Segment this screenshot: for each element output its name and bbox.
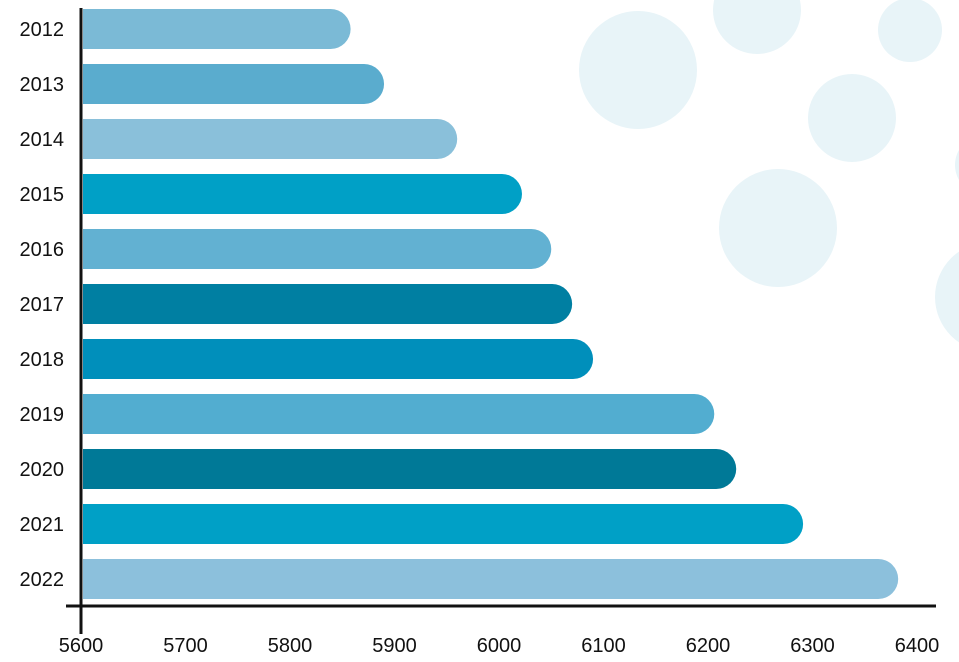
x-tick-label: 5700 (163, 635, 208, 657)
bar-2015 (83, 174, 522, 214)
y-tick-label: 2017 (20, 294, 65, 316)
background-circle (713, 0, 801, 54)
x-tick-label: 6400 (895, 635, 940, 657)
y-tick-label: 2016 (20, 239, 65, 261)
bar-2020 (83, 449, 737, 489)
bar-2018 (83, 339, 594, 379)
y-axis-tick-labels: 2012 2013 2014 2015 2016 2017 2018 2019 2020 2021… (20, 19, 65, 591)
y-tick-label: 2021 (20, 514, 65, 536)
background-circle (808, 74, 896, 162)
bar-2017 (83, 284, 573, 324)
y-tick-label: 2019 (20, 404, 65, 426)
bar-2013 (83, 64, 385, 104)
x-tick-label: 5900 (372, 635, 417, 657)
y-tick-label: 2012 (20, 19, 65, 41)
y-tick-label: 2014 (20, 129, 65, 151)
x-tick-label: 5800 (268, 635, 313, 657)
y-tick-label: 2018 (20, 349, 65, 371)
bar-2014 (83, 119, 458, 159)
x-tick-label: 5600 (59, 635, 104, 657)
background-circles (579, 0, 959, 343)
x-axis-tick-labels: 5600 5700 5800 5900 6000 6100 6200 6300 6400 (59, 635, 940, 657)
bar-2012 (83, 9, 351, 49)
y-tick-label: 2015 (20, 184, 65, 206)
background-circle (955, 150, 959, 180)
background-circle (719, 169, 837, 287)
y-tick-label: 2022 (20, 569, 65, 591)
x-tick-label: 6200 (686, 635, 731, 657)
x-tick-label: 6000 (477, 635, 522, 657)
x-tick-label: 6100 (581, 635, 626, 657)
background-circle (579, 11, 697, 129)
bar-2021 (83, 504, 804, 544)
y-tick-label: 2013 (20, 74, 65, 96)
bar-2019 (83, 394, 715, 434)
bar-2022 (83, 559, 899, 599)
x-tick-label: 6300 (790, 635, 835, 657)
y-tick-label: 2020 (20, 459, 65, 481)
bars (83, 9, 899, 599)
background-circle (878, 0, 942, 62)
bar-2016 (83, 229, 552, 269)
background-circle (935, 251, 959, 343)
